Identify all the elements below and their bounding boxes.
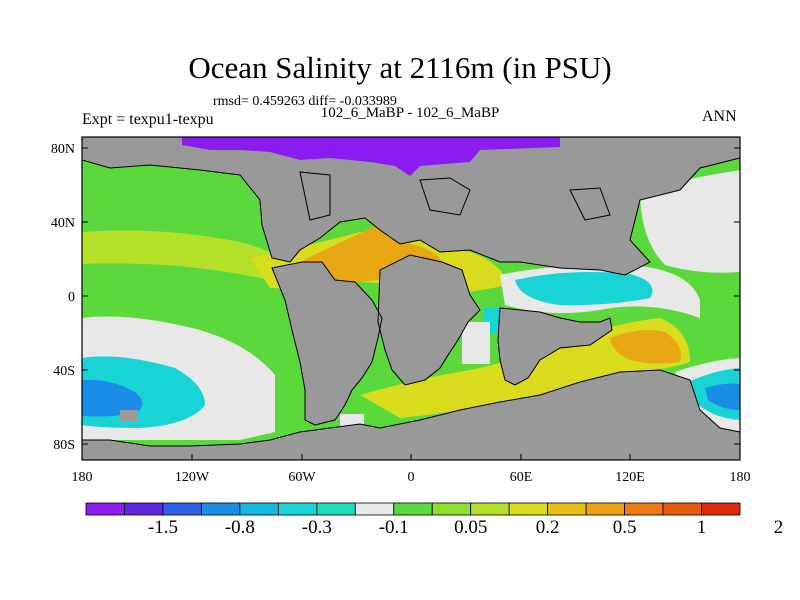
colorbar-box	[277, 502, 318, 516]
colorbar-box	[162, 502, 202, 516]
arctic-purple-region	[182, 137, 560, 176]
northeast-neutral-region	[640, 170, 740, 273]
colorbar-box	[585, 502, 625, 516]
lon-tick-label: 180	[730, 470, 751, 485]
neutral-patch-center	[462, 322, 490, 364]
colorbar-box	[508, 502, 549, 516]
colorbar-label: 0.2	[536, 517, 560, 538]
colorbar-box	[201, 502, 241, 516]
land-east-continent	[498, 308, 612, 385]
colorbar-box	[316, 502, 356, 516]
land-south-polar	[82, 370, 740, 460]
lat-tick-label: 40S	[53, 364, 75, 379]
pacific-blue-core	[82, 379, 143, 417]
colorbar	[85, 502, 741, 516]
colorbar-label: -1.5	[148, 517, 178, 538]
southeast-blue-core	[705, 383, 740, 410]
map-fields	[82, 137, 740, 460]
land-small-island	[120, 410, 138, 422]
colorbar-label: 0.05	[454, 517, 487, 538]
colorbar-box	[85, 502, 125, 516]
stats-line: rmsd= 0.459263 diff= -0.033989	[213, 94, 397, 109]
plot-subtitle: 102_6_MaBP - 102_6_MaBP	[320, 105, 500, 121]
lon-tick-label: 180	[72, 470, 93, 485]
lat-tick-label: 0	[68, 290, 75, 305]
longitude-axis: 180 120W 60W 0 60E 120E 180	[72, 454, 751, 485]
land-north-polar	[82, 137, 740, 275]
indian-orange-core	[610, 330, 681, 364]
experiment-label: Expt = texpu1-texpu	[82, 111, 214, 128]
plot-title: Ocean Salinity at 2116m (in PSU)	[188, 50, 612, 85]
lon-tick-label: 0	[408, 470, 415, 485]
colorbar-label: -0.1	[379, 517, 409, 538]
latitude-axis: 80N 40N 0 40S 80S	[51, 142, 740, 453]
colorbar-label: -0.3	[302, 517, 332, 538]
colorbar-labels: -1.5 -0.8 -0.3 -0.1 0.05 0.2 0.5 1 2	[148, 517, 783, 538]
colorbar-label: 2	[774, 517, 784, 538]
colorbar-box	[354, 502, 395, 516]
colorbar-label: -0.8	[225, 517, 255, 538]
lon-tick-label: 60E	[510, 470, 533, 485]
colorbar-box	[470, 502, 510, 516]
colorbar-box	[431, 502, 472, 516]
lat-tick-label: 80S	[53, 438, 75, 453]
lat-tick-label: 80N	[51, 142, 75, 157]
colorbar-box	[124, 502, 164, 516]
colorbar-label: 1	[697, 517, 707, 538]
east-cyan-region	[515, 272, 653, 306]
land-masses	[82, 137, 740, 460]
colorbar-box	[547, 502, 587, 516]
colorbar-box	[624, 502, 664, 516]
season-label: ANN	[702, 108, 737, 125]
colorbar-box	[662, 502, 702, 516]
lon-tick-label: 60W	[288, 470, 316, 485]
colorbar-box	[393, 502, 433, 516]
lon-tick-label: 120W	[175, 470, 210, 485]
coastlines	[82, 157, 740, 447]
lat-tick-label: 40N	[51, 216, 75, 231]
pacific-yellow-green-band	[82, 230, 290, 285]
lon-tick-label: 120E	[615, 470, 645, 485]
land-west-continent	[272, 262, 382, 425]
colorbar-box	[701, 502, 741, 516]
colorbar-box	[239, 502, 279, 516]
land-central-continent	[378, 255, 480, 385]
colorbar-label: 0.5	[613, 517, 637, 538]
